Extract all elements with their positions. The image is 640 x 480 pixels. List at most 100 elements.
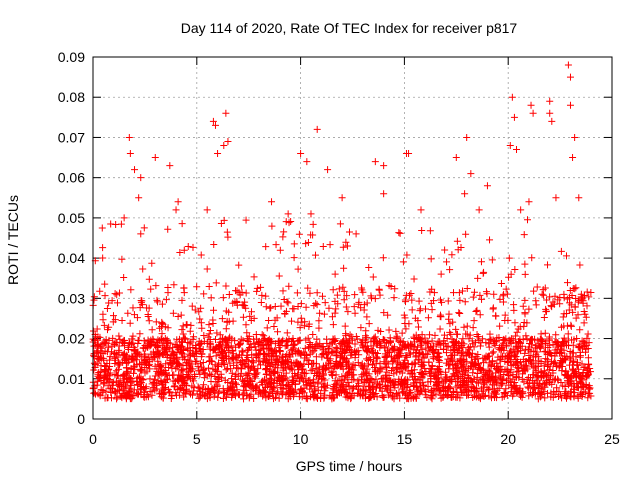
- data-point: [196, 360, 204, 368]
- data-point: [579, 299, 587, 307]
- data-point: [335, 285, 343, 293]
- data-point: [427, 343, 435, 351]
- data-point: [285, 383, 293, 391]
- data-point: [444, 355, 452, 363]
- data-point: [224, 233, 232, 241]
- data-point: [406, 370, 414, 378]
- data-point: [142, 393, 150, 401]
- data-point: [211, 121, 219, 129]
- data-point: [102, 336, 110, 344]
- data-point: [241, 377, 249, 385]
- data-point: [463, 391, 471, 399]
- data-point: [288, 346, 296, 354]
- data-point: [262, 303, 270, 311]
- data-point: [482, 339, 490, 347]
- data-point: [200, 290, 208, 298]
- y-tick-label: 0.09: [58, 49, 85, 65]
- data-point: [532, 359, 540, 367]
- data-point: [502, 335, 510, 343]
- data-point: [133, 390, 141, 398]
- data-point: [175, 360, 183, 368]
- y-tick-label: 0.07: [58, 129, 85, 145]
- data-point: [123, 351, 131, 359]
- data-point: [214, 362, 222, 370]
- data-point: [549, 341, 557, 349]
- data-point: [483, 182, 491, 190]
- data-point: [397, 380, 405, 388]
- data-point: [191, 306, 199, 314]
- data-point: [540, 380, 548, 388]
- data-point: [514, 357, 522, 365]
- data-point: [263, 324, 271, 332]
- data-point: [391, 378, 399, 386]
- data-point: [584, 394, 592, 402]
- data-point: [157, 389, 165, 397]
- data-point: [263, 361, 271, 369]
- data-point: [467, 170, 475, 178]
- data-point: [91, 336, 99, 344]
- data-point: [226, 384, 234, 392]
- data-point: [119, 338, 127, 346]
- data-point: [243, 391, 251, 399]
- chart-title: Day 114 of 2020, Rate Of TEC Index for r…: [181, 20, 518, 36]
- data-point: [493, 386, 501, 394]
- data-point: [528, 254, 536, 262]
- data-point: [405, 150, 413, 158]
- data-point: [305, 357, 313, 365]
- data-point: [420, 381, 428, 389]
- data-point: [535, 384, 543, 392]
- data-point: [433, 375, 441, 383]
- data-point: [443, 391, 451, 399]
- data-point: [233, 381, 241, 389]
- data-point: [541, 329, 549, 337]
- data-point: [193, 283, 201, 291]
- data-point: [353, 335, 361, 343]
- data-point: [531, 364, 539, 372]
- data-point: [252, 350, 260, 358]
- data-point: [273, 314, 281, 322]
- data-point: [238, 351, 246, 359]
- data-point: [158, 330, 166, 338]
- data-point: [504, 375, 512, 383]
- data-point: [124, 392, 132, 400]
- data-point: [564, 61, 572, 69]
- data-point: [463, 322, 471, 330]
- data-point: [211, 372, 219, 380]
- data-point: [282, 369, 290, 377]
- data-point: [240, 395, 248, 403]
- data-point: [244, 369, 252, 377]
- data-point: [577, 389, 585, 397]
- data-point: [271, 340, 279, 348]
- data-point: [460, 368, 468, 376]
- data-point: [218, 315, 226, 323]
- data-point: [294, 302, 302, 310]
- data-point: [442, 349, 450, 357]
- data-point: [245, 381, 253, 389]
- data-point: [352, 230, 360, 238]
- data-point: [114, 353, 122, 361]
- data-point: [247, 390, 255, 398]
- data-point: [238, 360, 246, 368]
- data-point: [225, 290, 233, 298]
- data-point: [550, 358, 558, 366]
- data-point: [153, 365, 161, 373]
- axis-ticks: 0 0.01 0.02 0.03 0.04 0.05 0.06 0.07 0.08 0.09 0 5 1…: [58, 49, 620, 447]
- data-point: [326, 241, 334, 249]
- data-point: [463, 133, 471, 141]
- data-point: [435, 363, 443, 371]
- y-tick-label: 0.01: [58, 371, 85, 387]
- x-tick-label: 15: [397, 431, 413, 447]
- data-point: [237, 335, 245, 343]
- data-point: [479, 335, 487, 343]
- data-point: [331, 362, 339, 370]
- data-point: [161, 323, 169, 331]
- data-point: [120, 340, 128, 348]
- data-point: [222, 390, 230, 398]
- data-point: [119, 385, 127, 393]
- data-point: [222, 336, 230, 344]
- data-point: [242, 216, 250, 224]
- data-point: [564, 330, 572, 338]
- data-point: [424, 350, 432, 358]
- data-point: [101, 292, 109, 300]
- data-point: [276, 347, 284, 355]
